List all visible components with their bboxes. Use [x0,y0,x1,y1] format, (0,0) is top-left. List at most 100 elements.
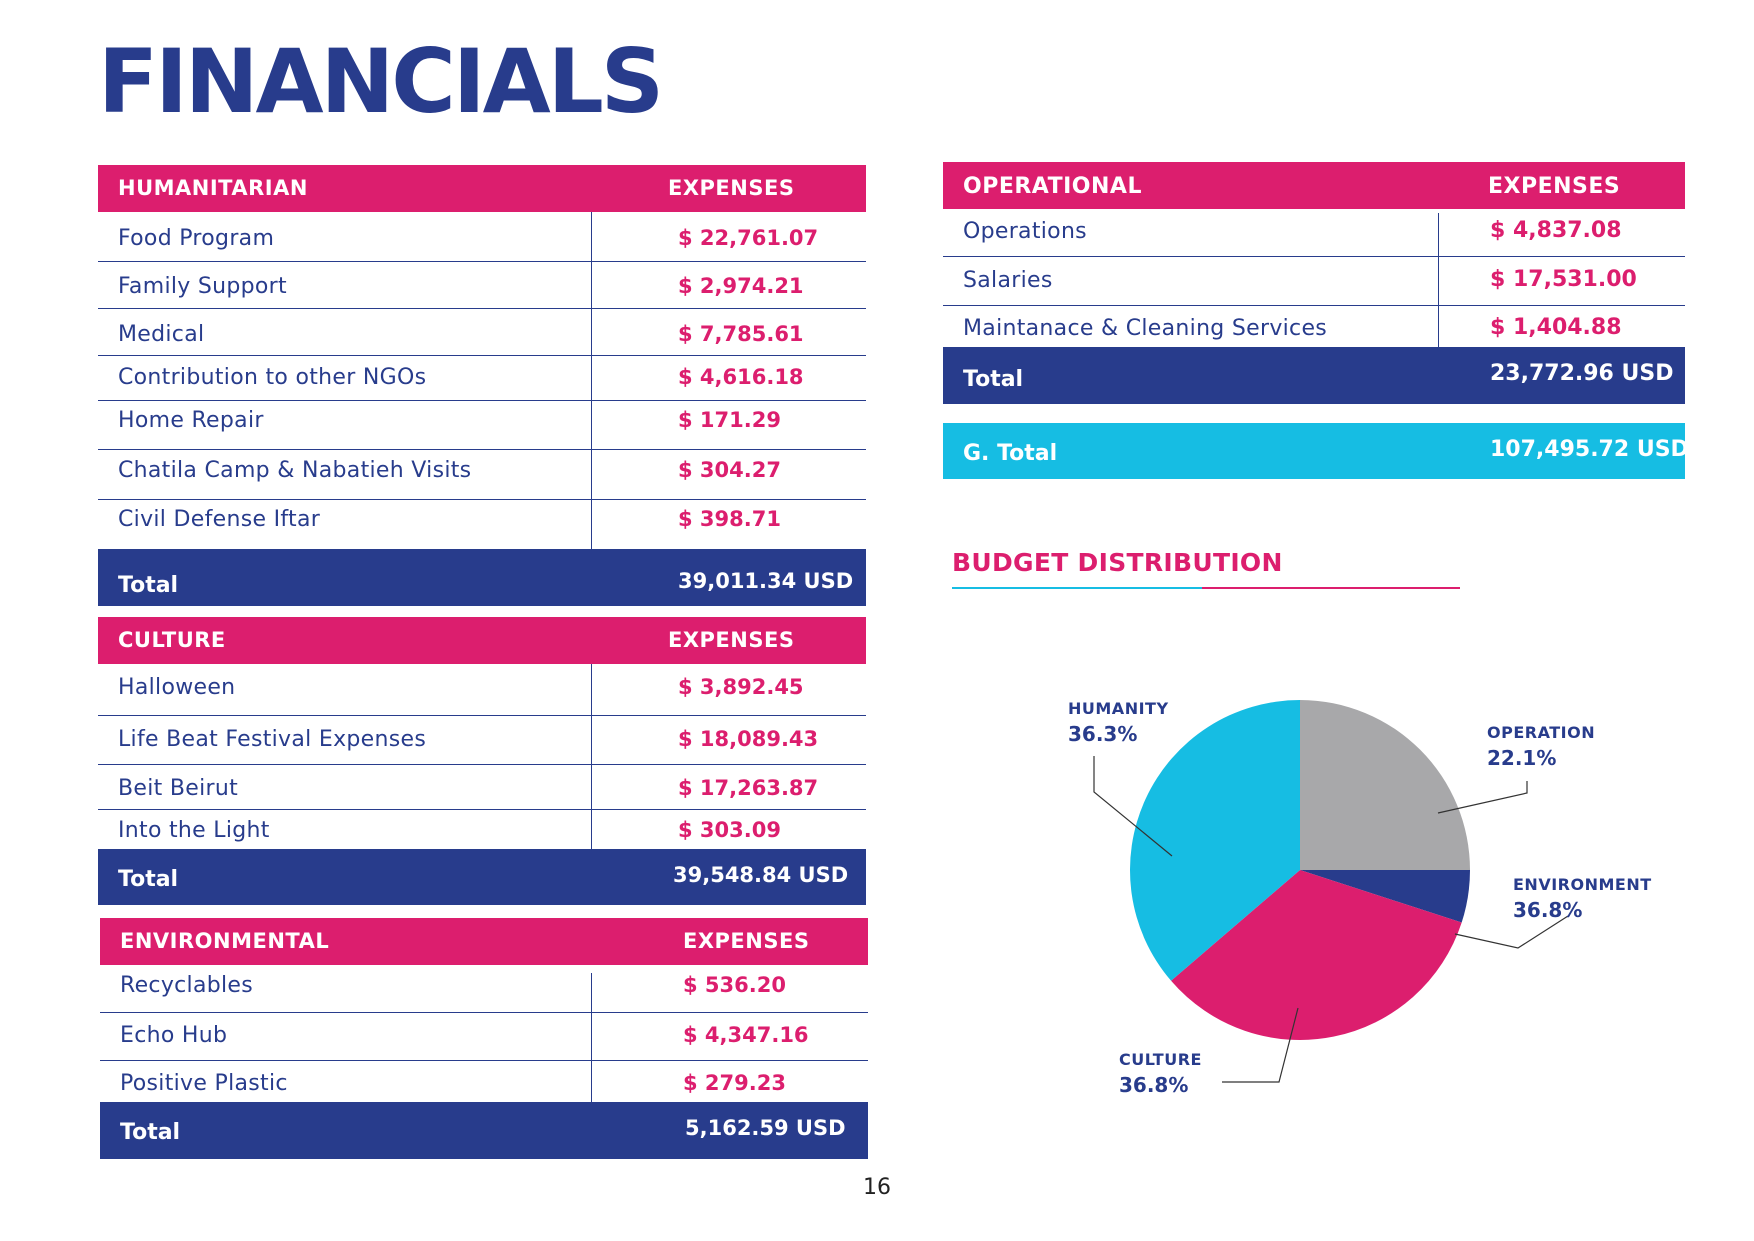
row-amount: $ 17,531.00 [1490,267,1637,292]
column-divider [591,664,592,715]
slice-pct-operation: 22.1% [1487,746,1556,770]
environmental-total-bar: Total 5,162.59 USD [100,1102,868,1159]
operational-header: OPERATIONAL EXPENSES [943,162,1685,209]
slice-label-humanity: HUMANITY [1068,699,1169,718]
total-label: Total [963,367,1024,392]
environmental-header-label: ENVIRONMENTAL [120,929,330,953]
row-amount: $ 2,974.21 [678,274,804,298]
row-name: Family Support [118,274,287,299]
total-label: Total [118,867,179,892]
operational-table: OPERATIONAL EXPENSES Operations $ 4,837.… [943,162,1685,404]
row-name: Salaries [963,268,1053,293]
row-amount: $ 4,837.08 [1490,218,1622,243]
culture-header-label: CULTURE [118,628,226,652]
row-name: Operations [963,219,1087,244]
row-amount: $ 17,263.87 [678,776,819,800]
row-name: Into the Light [118,818,270,843]
environmental-header: ENVIRONMENTAL EXPENSES [100,918,868,965]
row-name: Medical [118,322,205,347]
slice-label-culture: CULTURE [1119,1050,1202,1069]
budget-distribution-title: BUDGET DISTRIBUTION [952,548,1283,577]
slice-pct-culture: 36.8% [1119,1073,1188,1097]
row-name: Food Program [118,226,275,251]
leader-line [1437,781,1528,814]
column-divider [591,973,592,1012]
environmental-expenses-label: EXPENSES [683,929,810,953]
total-value: 5,162.59 USD [685,1116,846,1140]
column-divider [591,1061,592,1102]
pie-svg: HUMANITY 36.3% OPERATION 22.1% ENVIRONME… [1068,699,1652,1097]
row-name: Halloween [118,675,236,700]
column-divider [591,309,592,355]
row-name: Life Beat Festival Expenses [118,727,427,752]
table-row: Food Program $ 22,761.07 [98,212,866,262]
column-divider [591,810,592,849]
total-value: 39,011.34 USD [678,569,854,593]
column-divider [1438,257,1439,305]
humanitarian-expenses-label: EXPENSES [668,176,795,200]
table-row: Maintanace & Cleaning Services $ 1,404.8… [943,306,1685,347]
environmental-table: ENVIRONMENTAL EXPENSES Recyclables $ 536… [100,918,868,1159]
column-divider [1438,213,1439,256]
table-row: Recyclables $ 536.20 [100,965,868,1013]
table-row: Salaries $ 17,531.00 [943,257,1685,306]
grand-total-label: G. Total [963,441,1058,466]
table-row: Echo Hub $ 4,347.16 [100,1013,868,1061]
column-divider [591,716,592,764]
pie-slice-humanity [1130,700,1300,981]
leader-line [1222,1007,1299,1083]
operational-header-label: OPERATIONAL [963,174,1142,199]
row-name: Beit Beirut [118,776,239,801]
row-amount: $ 304.27 [678,458,781,482]
operational-rows: Operations $ 4,837.08 Salaries $ 17,531.… [943,209,1685,347]
table-row: Beit Beirut $ 17,263.87 [98,765,866,810]
row-name: Maintanace & Cleaning Services [963,316,1328,341]
humanitarian-header: HUMANITARIAN EXPENSES [98,165,866,212]
page-number: 16 [863,1175,891,1200]
table-row: Civil Defense Iftar $ 398.71 [98,500,866,549]
row-amount: $ 536.20 [683,973,786,997]
column-divider [591,1013,592,1060]
humanitarian-table: HUMANITARIAN EXPENSES Food Program $ 22,… [98,165,866,606]
row-name: Home Repair [118,408,264,433]
page-title: FINANCIALS [98,30,664,133]
total-label: Total [118,573,179,598]
row-amount: $ 18,089.43 [678,727,819,751]
humanitarian-header-label: HUMANITARIAN [118,176,308,200]
row-amount: $ 279.23 [683,1071,786,1095]
title-underline [952,587,1202,589]
table-row: Medical $ 7,785.61 [98,309,866,356]
column-divider [591,450,592,499]
operational-expenses-label: EXPENSES [1488,174,1621,199]
column-divider [591,212,592,261]
table-row: Home Repair $ 171.29 [98,401,866,450]
culture-table: CULTURE EXPENSES Halloween $ 3,892.45 Li… [98,617,866,905]
table-row: Positive Plastic $ 279.23 [100,1061,868,1102]
slice-label-environment: ENVIRONMENT [1513,875,1652,894]
culture-rows: Halloween $ 3,892.45 Life Beat Festival … [98,664,866,849]
column-divider [591,401,592,449]
column-divider [1438,306,1439,347]
pie-slice-culture [1171,870,1462,1040]
table-row: Into the Light $ 303.09 [98,810,866,849]
column-divider [591,262,592,308]
total-value: 23,772.96 USD [1490,361,1674,386]
row-amount: $ 303.09 [678,818,781,842]
row-name: Civil Defense Iftar [118,507,321,532]
row-name: Positive Plastic [120,1071,288,1096]
table-row: Family Support $ 2,974.21 [98,262,866,309]
total-value: 39,548.84 USD [673,863,849,887]
pie-slice-environment [1300,870,1470,923]
row-amount: $ 1,404.88 [1490,315,1622,340]
slice-pct-environment: 36.8% [1513,898,1582,922]
row-name: Echo Hub [120,1023,228,1048]
row-amount: $ 3,892.45 [678,675,804,699]
table-row: Life Beat Festival Expenses $ 18,089.43 [98,716,866,765]
column-divider [591,765,592,809]
row-amount: $ 171.29 [678,408,781,432]
table-row: Operations $ 4,837.08 [943,209,1685,257]
row-amount: $ 4,347.16 [683,1023,809,1047]
grand-total-bar: G. Total 107,495.72 USD [943,423,1689,479]
culture-expenses-label: EXPENSES [668,628,795,652]
row-amount: $ 4,616.18 [678,365,804,389]
